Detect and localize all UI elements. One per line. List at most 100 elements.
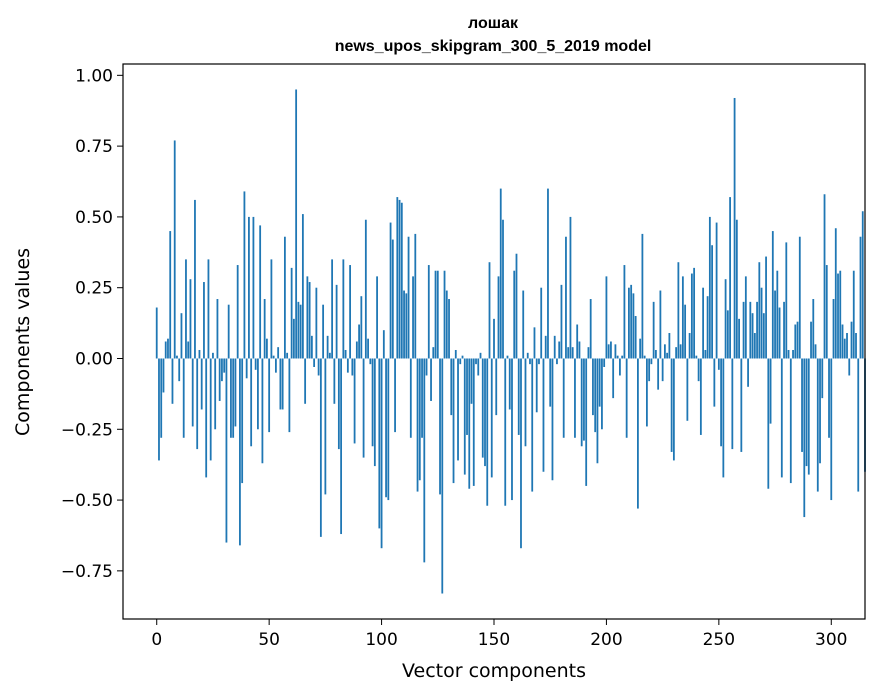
x-tick-label-0: 0 <box>151 630 162 650</box>
bar-136 <box>461 355 464 359</box>
bar-217 <box>643 355 646 359</box>
bar-127 <box>441 358 444 594</box>
bar-255 <box>729 197 731 359</box>
bar-288 <box>803 358 806 518</box>
bar-238 <box>690 273 693 359</box>
bar-61 <box>292 318 295 359</box>
bar-270 <box>762 313 765 359</box>
bar-258 <box>735 219 738 359</box>
bar-123 <box>432 347 435 359</box>
bar-248 <box>713 358 716 407</box>
bar-53 <box>274 358 277 373</box>
bar-75 <box>324 358 327 495</box>
bar-264 <box>749 301 752 359</box>
bar-230 <box>672 358 675 461</box>
bar-128 <box>443 270 446 359</box>
bar-296 <box>821 358 824 399</box>
bar-30 <box>223 358 226 373</box>
bar-265 <box>751 313 754 359</box>
x-tick-label-300: 300 <box>815 630 847 650</box>
bar-157 <box>508 358 511 410</box>
bar-196 <box>596 358 599 464</box>
bar-193 <box>589 299 592 359</box>
bar-200 <box>605 276 608 359</box>
bar-247 <box>711 245 714 359</box>
bar-158 <box>511 358 513 501</box>
bar-96 <box>371 358 374 447</box>
bar-84 <box>344 349 347 359</box>
bar-156 <box>506 355 509 359</box>
bar-50 <box>268 358 271 433</box>
bar-70 <box>313 358 316 367</box>
bar-274 <box>771 231 774 359</box>
bar-62 <box>295 89 298 359</box>
bar-257 <box>733 97 736 359</box>
bar-259 <box>738 318 740 359</box>
x-tick-label-100: 100 <box>365 630 397 650</box>
bar-24 <box>209 358 212 461</box>
bar-73 <box>319 358 322 537</box>
bar-9 <box>176 355 178 359</box>
bar-293 <box>814 344 817 359</box>
bar-160 <box>515 253 518 359</box>
bar-165 <box>526 352 529 359</box>
y-axis-label: Components values <box>12 248 34 436</box>
bar-269 <box>760 287 763 359</box>
bar-118 <box>421 358 423 438</box>
bar-82 <box>340 358 343 535</box>
bar-237 <box>688 333 691 359</box>
y-tick-label-5: 0.50 <box>75 208 113 228</box>
bar-305 <box>841 324 844 359</box>
bar-144 <box>479 352 482 359</box>
bar-253 <box>724 279 727 359</box>
bar-308 <box>848 358 851 376</box>
bar-159 <box>513 270 516 359</box>
y-tick-label-3: 0.00 <box>75 349 113 369</box>
bar-33 <box>230 358 232 438</box>
bar-201 <box>607 344 610 359</box>
bar-216 <box>641 233 644 359</box>
bar-74 <box>322 304 325 359</box>
bar-149 <box>490 358 493 478</box>
bar-229 <box>670 358 673 452</box>
bar-277 <box>778 307 781 359</box>
bar-268 <box>758 262 761 359</box>
bar-309 <box>850 321 853 359</box>
bar-151 <box>495 358 498 416</box>
bar-161 <box>517 358 520 435</box>
bar-36 <box>236 265 239 359</box>
bar-104 <box>389 222 392 359</box>
x-tick-label-200: 200 <box>590 630 622 650</box>
bar-187 <box>576 324 579 359</box>
bar-57 <box>283 236 286 359</box>
bar-179 <box>558 341 561 359</box>
y-tick-label-6: 0.75 <box>75 137 113 157</box>
bar-252 <box>722 358 725 478</box>
bar-299 <box>828 358 830 438</box>
bar-94 <box>367 338 369 359</box>
x-tick-label-150: 150 <box>478 630 510 650</box>
bar-203 <box>612 358 615 399</box>
bar-19 <box>198 349 201 359</box>
bar-273 <box>769 358 772 424</box>
bar-166 <box>529 358 531 365</box>
y-tick-label-2: −0.25 <box>61 420 113 440</box>
bar-100 <box>380 358 383 549</box>
bar-292 <box>812 299 815 359</box>
bar-32 <box>227 304 230 359</box>
x-axis-ticks: 0 50 100 150 200 250 300 <box>151 619 847 650</box>
bar-271 <box>765 256 767 359</box>
bar-199 <box>603 358 606 367</box>
bar-135 <box>459 358 462 365</box>
bar-262 <box>744 276 747 359</box>
bar-102 <box>385 358 387 498</box>
y-tick-label-1: −0.50 <box>61 491 113 511</box>
chart-title-line-2: news_upos_skipgram_300_5_2019 model <box>335 38 652 55</box>
bar-169 <box>535 358 538 413</box>
bar-282 <box>789 358 792 484</box>
bar-22 <box>205 358 208 478</box>
bar-224 <box>659 290 662 359</box>
bar-313 <box>859 236 862 359</box>
bar-8 <box>173 140 176 359</box>
bar-228 <box>668 333 671 359</box>
